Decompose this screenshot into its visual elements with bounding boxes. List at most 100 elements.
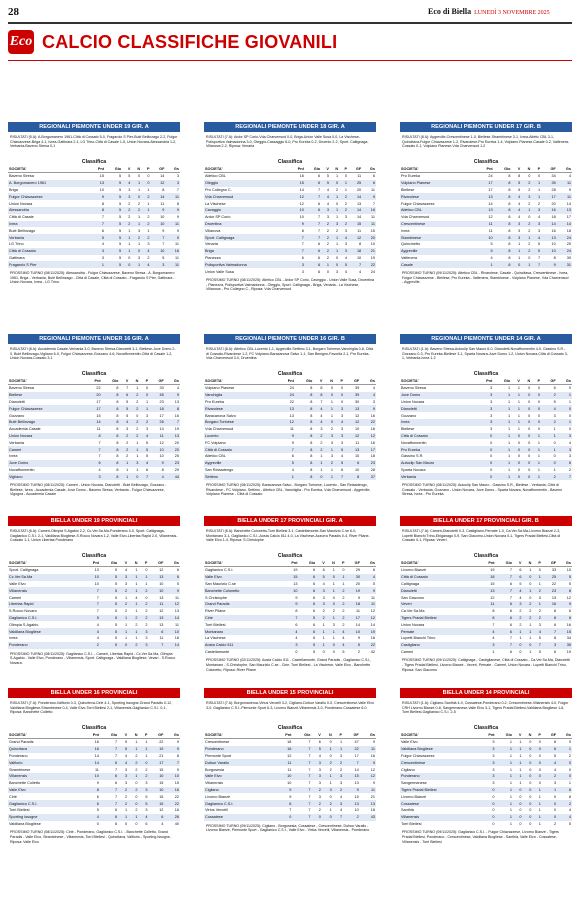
stat-cell: 5 bbox=[568, 581, 571, 586]
classifica-label: Classifica bbox=[277, 553, 303, 559]
stat-cell: 5 bbox=[105, 234, 123, 241]
stat-cell: 6 bbox=[313, 609, 316, 614]
stat-cell: 10 bbox=[354, 808, 359, 813]
table-row: Novaffonnentin 0 1 0 0 1 0 4 bbox=[400, 439, 572, 446]
table-row: Dianoletti 17 8 5 2 1 23 13 bbox=[8, 399, 180, 406]
team-name: Dianoletti bbox=[400, 587, 479, 595]
standings-box: REGIONALI PIEMONTE UNDER 18 GIR. A RISULT… bbox=[204, 122, 376, 335]
stat-cell: 2 bbox=[321, 759, 333, 767]
stat-cell: 22 bbox=[362, 261, 376, 269]
stat-cell: 4 bbox=[98, 467, 101, 472]
classifica-label: Classifica bbox=[473, 725, 499, 731]
stat-cell: 6 bbox=[304, 247, 322, 255]
stat-cell: 3 bbox=[146, 413, 149, 418]
stat-cell: 0 bbox=[537, 427, 540, 432]
table-row: Gaglianico C.S.I. 6 7 2 0 5 15 22 bbox=[8, 800, 180, 807]
stat-cell: 1 bbox=[122, 234, 132, 241]
table-row: Grand Paradis 16 7 5 1 1 22 9 bbox=[8, 739, 180, 746]
stat-cell: 17 bbox=[541, 193, 557, 201]
table-row: Città di Cossato 3 5 1 0 4 10 16 bbox=[8, 247, 180, 255]
stat-cell: 7 bbox=[289, 808, 292, 813]
team-name: Cirié bbox=[9, 794, 17, 799]
stat-cell: 3 bbox=[333, 405, 345, 413]
stat-cell: 2 bbox=[145, 767, 148, 772]
stat-cell: 15 bbox=[557, 628, 572, 635]
stat-cell: 8 bbox=[162, 187, 165, 192]
table-row: Veveri 11 6 3 2 1 16 9 bbox=[400, 600, 572, 608]
stat-cell: 10 bbox=[149, 446, 165, 453]
table-row: Gassino S.R. 0 1 0 0 1 0 3 bbox=[400, 453, 572, 460]
stat-cell: 12 bbox=[488, 215, 493, 220]
table-row: Juve Domo 3 1 1 0 0 2 1 bbox=[400, 391, 572, 399]
team-name: Ivrea bbox=[401, 228, 410, 233]
stat-cell: 8 bbox=[344, 473, 361, 481]
stat-cell: 6 bbox=[512, 573, 523, 581]
table-row: Fragarolo S Pier 1 5 0 1 4 3 11 bbox=[8, 261, 180, 269]
team-name: Biellese bbox=[8, 391, 85, 399]
stat-cell: 2 bbox=[119, 432, 130, 440]
stat-cell: 17 bbox=[354, 753, 359, 758]
stat-cell: 2 bbox=[147, 255, 150, 260]
stat-cell: 14 bbox=[82, 759, 100, 767]
team-name: Gozzano bbox=[9, 413, 25, 418]
stat-cell: 8 bbox=[82, 786, 100, 794]
stat-cell: 4 bbox=[119, 418, 130, 426]
stat-cell: 2 bbox=[141, 220, 151, 228]
stat-cell: 0 bbox=[141, 179, 151, 187]
stat-cell: 8 bbox=[294, 391, 314, 399]
team-name: Borgaro Torinese bbox=[204, 418, 277, 426]
stat-cell: 3 bbox=[531, 220, 542, 228]
table-row: Atletico CBL 16 6 5 1 0 11 6 bbox=[204, 173, 376, 180]
stat-cell: 45 bbox=[149, 391, 165, 399]
next-round-text: PROSSIMO TURNO (08/11/2025): Autoclip Sa… bbox=[402, 483, 563, 497]
column-header: SOCIETA' bbox=[400, 560, 479, 567]
team-name: Vilianensis bbox=[400, 813, 479, 821]
stat-cell: 8 bbox=[88, 206, 106, 214]
stat-cell: 7 bbox=[82, 587, 100, 595]
table-row: Settimo 1 8 0 1 7 8 37 bbox=[204, 473, 376, 481]
classifica-label: Classifica bbox=[277, 159, 303, 165]
column-header: Pnt bbox=[476, 166, 494, 173]
stat-cell: 1 bbox=[128, 600, 139, 608]
column-header: Pnt bbox=[82, 560, 100, 567]
table-row: Fulgor Chiavazzese 9 5 3 0 2 14 11 bbox=[8, 193, 180, 201]
team-name: Gaglianico C.S.I. bbox=[205, 568, 234, 573]
stat-cell: 1 bbox=[321, 745, 333, 753]
stat-cell: 2 bbox=[335, 600, 346, 608]
stat-cell: 5 bbox=[321, 179, 330, 187]
league-title: BIELLA UNDER 15 PROVINCIALI bbox=[204, 688, 376, 698]
stat-cell: 1 bbox=[531, 432, 541, 440]
stat-cell: 17 bbox=[476, 179, 494, 187]
stat-cell: 3 bbox=[340, 440, 344, 445]
team-name: Vda Charvensod bbox=[205, 427, 234, 432]
stat-cell: 0 bbox=[129, 473, 140, 481]
table-row: Baracanova Salvo 13 8 4 1 3 12 16 bbox=[204, 412, 376, 419]
team-name: Fulgor Chiavazzese bbox=[8, 405, 85, 413]
stat-cell: 0 bbox=[528, 440, 531, 445]
stat-cell: 1 bbox=[138, 573, 149, 581]
stat-cell: 0 bbox=[478, 786, 496, 794]
stat-cell: 3 bbox=[318, 794, 321, 799]
stat-cell: 1 bbox=[495, 745, 513, 753]
stat-cell: 0 bbox=[520, 418, 532, 426]
stat-cell: 0 bbox=[557, 759, 572, 767]
team-name: Banchette Colletto bbox=[9, 781, 41, 786]
column-header: Gio bbox=[294, 378, 314, 385]
stat-cell: 9 bbox=[164, 587, 180, 595]
stat-cell: 35 bbox=[541, 179, 557, 187]
stat-cell: 0 bbox=[529, 753, 532, 758]
stat-cell: 8 bbox=[310, 427, 313, 432]
stat-cell: 3 bbox=[538, 622, 541, 627]
stat-cell: 5 bbox=[146, 440, 149, 445]
stat-cell: 0 bbox=[512, 813, 523, 821]
team-name: Vda Charvensod bbox=[401, 215, 430, 220]
table-row: Volpiano Pianese 17 8 5 2 1 35 11 bbox=[400, 179, 572, 187]
column-header: SOCIETA' bbox=[400, 732, 479, 739]
stat-cell: 1 bbox=[332, 568, 335, 573]
stat-cell: 2 bbox=[329, 767, 332, 772]
table-row: Sport. Caltignaga 7 7 2 1 4 12 20 bbox=[204, 234, 376, 241]
stat-cell: 16 bbox=[362, 206, 376, 214]
stat-cell: 6 bbox=[115, 808, 118, 813]
stat-cell: 1 bbox=[492, 649, 495, 654]
stat-cell: 1 bbox=[325, 587, 336, 595]
